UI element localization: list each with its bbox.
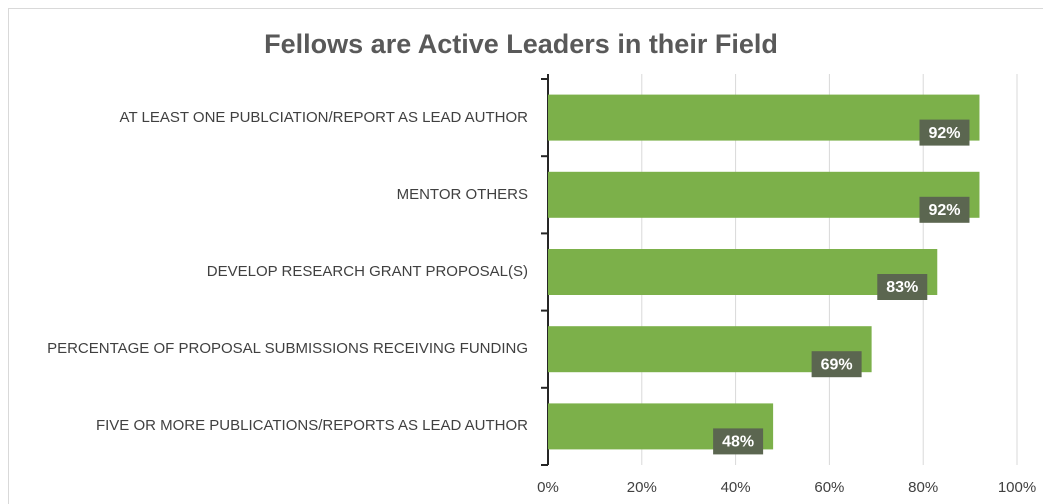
bar: [548, 171, 980, 218]
value-label-box: [811, 351, 862, 378]
x-tick-label: 80%: [908, 479, 938, 496]
value-label-box: [919, 196, 970, 223]
value-label-box: [713, 428, 764, 455]
y-tick-label: FIVE OR MORE PUBLICATIONS/REPORTS AS LEA…: [95, 417, 528, 435]
y-tick-label: DEVELOP RESEARCH GRANT PROPOSAL(S): [206, 263, 528, 280]
value-label-box: [877, 274, 928, 300]
value-label: 92%: [928, 125, 960, 142]
y-tick-label: MENTOR OTHERS: [396, 185, 528, 203]
x-tick-label: 40%: [721, 479, 751, 496]
value-label: 48%: [722, 434, 754, 451]
value-label-box: [919, 119, 970, 146]
bar: [548, 94, 980, 141]
value-label: 92%: [928, 202, 960, 219]
bar: [548, 249, 938, 295]
chart-border: [8, 8, 1043, 504]
x-tick-label: 100%: [998, 479, 1036, 496]
value-label: 83%: [886, 279, 918, 296]
x-tick-label: 20%: [627, 479, 657, 496]
chart-title: Fellows are Active Leaders in their Fiel…: [264, 29, 778, 59]
x-tick-label: 0%: [537, 479, 559, 496]
y-tick-label: AT LEAST ONE PUBLCIATION/REPORT AS LEAD …: [119, 108, 528, 126]
y-tick-label: PERCENTAGE OF PROPOSAL SUBMISSIONS RECEI…: [47, 340, 528, 358]
x-tick-label: 60%: [814, 479, 844, 496]
value-label: 69%: [821, 356, 853, 373]
